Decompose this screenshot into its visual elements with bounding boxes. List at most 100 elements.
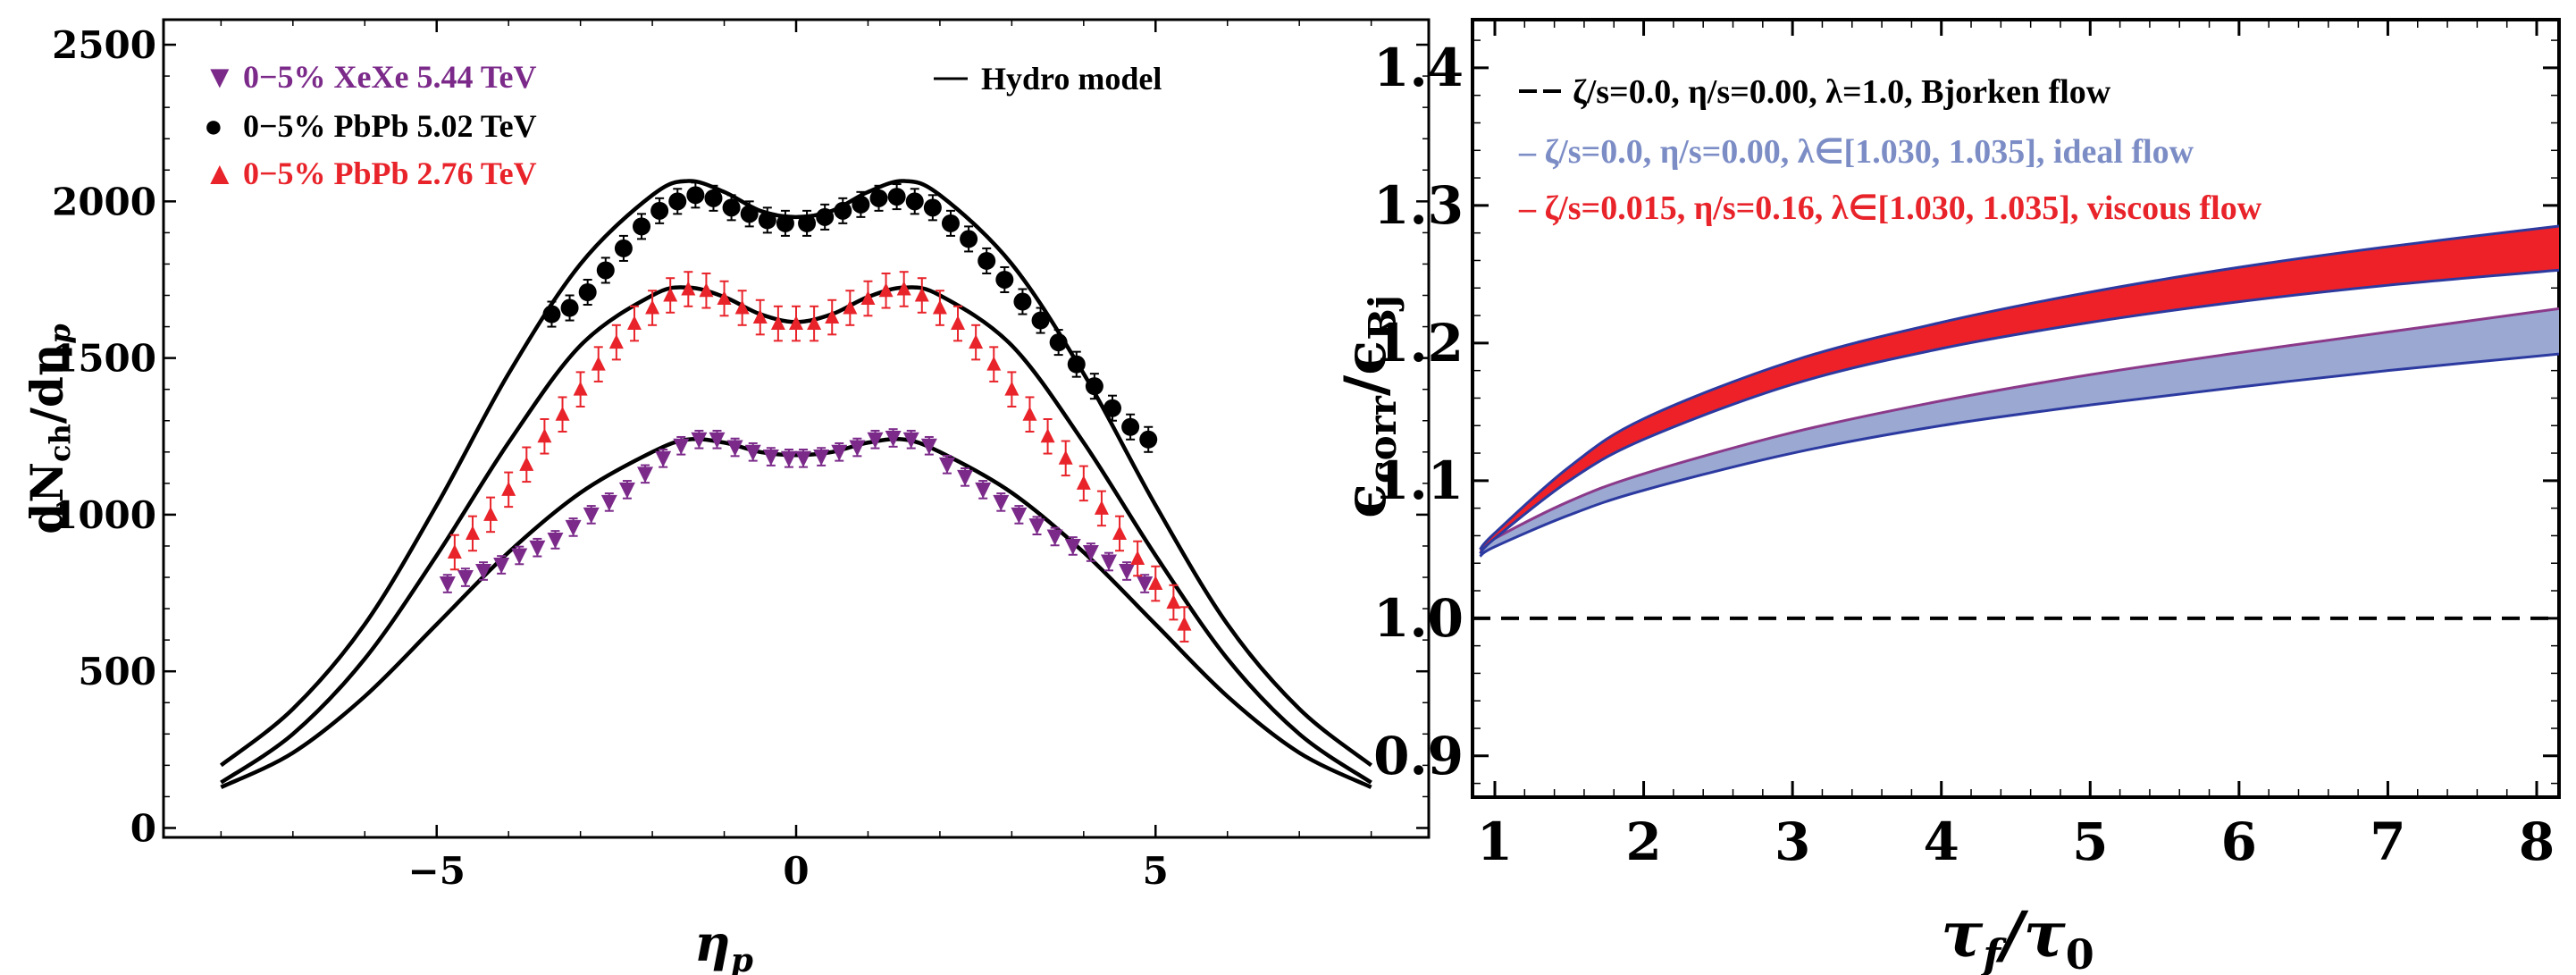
marker-triangle-up <box>519 456 534 471</box>
data-point <box>831 441 848 462</box>
data-point <box>780 448 797 468</box>
data-point <box>762 447 779 466</box>
data-point <box>501 471 516 509</box>
marker-triangle-up <box>969 334 984 349</box>
marker-circle <box>668 192 687 211</box>
marker-triangle-down <box>565 519 582 536</box>
x-tick-label: 8 <box>2519 811 2555 872</box>
data-point <box>1139 425 1158 453</box>
marker-circle <box>905 192 924 211</box>
right-panel: 1 2 3 4 5 6 7 8 0.9 1.0 1.1 1.2 1.3 1.4 ζ/s=0.0, η/s=… <box>1332 18 2561 975</box>
data-point <box>573 371 588 408</box>
x-tick-label: 5 <box>1143 849 1169 893</box>
marker-triangle-down <box>529 540 546 557</box>
marker-triangle-down <box>726 440 743 457</box>
marker-triangle-up <box>573 381 588 396</box>
marker-triangle-down <box>867 432 884 449</box>
data-point <box>1082 542 1099 562</box>
data-point <box>1067 350 1086 378</box>
marker-circle <box>869 189 888 207</box>
marker-triangle-up <box>752 309 768 324</box>
data-point <box>1094 490 1109 527</box>
data-point <box>483 496 499 534</box>
data-point <box>1011 505 1028 525</box>
marker-triangle-down <box>547 532 564 549</box>
data-point <box>596 256 615 284</box>
left-y-axis-label: dNch/dηp <box>21 324 77 534</box>
marker-triangle-up <box>825 309 840 324</box>
marker-triangle-down <box>1100 554 1117 571</box>
data-point <box>673 435 690 456</box>
marker-circle <box>650 201 669 220</box>
hydro-curve-2 <box>220 436 1372 789</box>
ideal-flow-upper-edge <box>1479 307 2559 551</box>
data-point <box>978 247 996 274</box>
marker-triangle-down <box>813 450 830 466</box>
marker-triangle-up <box>717 290 732 306</box>
data-point <box>1028 516 1045 535</box>
marker-triangle-down <box>885 431 902 448</box>
data-point <box>681 271 696 307</box>
marker-triangle-down <box>1028 518 1045 535</box>
viscous-flow-lower-edge <box>1479 268 2559 555</box>
marker-triangle-up <box>1040 428 1055 443</box>
marker-triangle-down <box>920 438 937 455</box>
marker-circle <box>941 214 960 232</box>
data-point <box>1049 329 1068 357</box>
marker-triangle-up <box>878 282 894 298</box>
right-plot-frame <box>1471 18 2561 799</box>
marker-triangle-up <box>1177 616 1192 631</box>
marker-triangle-up <box>537 428 552 443</box>
viscous-flow-upper-edge <box>1479 224 2559 551</box>
marker-triangle-down <box>691 432 708 449</box>
data-point <box>1004 371 1019 408</box>
marker-circle <box>1103 399 1121 417</box>
marker-triangle-down <box>780 450 797 467</box>
marker-circle <box>887 188 906 206</box>
legend-label-pbpb276: 0−5% PbPb 2.76 TeV <box>243 155 537 191</box>
left-axis-ticks: −5 0 5 0 500 1000 1500 2000 2500 <box>52 20 1429 893</box>
y-tick-label: 0.9 <box>1373 726 1464 786</box>
data-point <box>560 294 579 322</box>
data-point <box>1130 540 1145 577</box>
marker-triangle-up <box>734 299 750 315</box>
data-point <box>752 298 768 336</box>
data-point <box>1013 288 1032 315</box>
y-tick-label: 500 <box>78 650 156 693</box>
marker-triangle-down <box>673 438 690 455</box>
marker-circle <box>1013 292 1032 311</box>
marker-triangle-up <box>1130 550 1145 565</box>
data-point <box>1148 565 1163 602</box>
x-tick-label: 0 <box>783 849 809 893</box>
data-point <box>637 464 654 484</box>
marker-circle <box>816 207 835 226</box>
marker-triangle-up <box>1076 475 1091 490</box>
data-point <box>650 197 669 224</box>
y-tick-label: 1500 <box>52 337 156 381</box>
y-tick-label: 0 <box>130 806 156 850</box>
data-point <box>1166 584 1181 621</box>
marker-triangle-down <box>1064 538 1081 555</box>
marker-triangle-down <box>938 457 955 474</box>
marker-triangle-up <box>1148 576 1163 591</box>
data-point <box>834 197 852 224</box>
marker-circle <box>758 211 776 230</box>
data-point <box>1112 515 1128 552</box>
data-point <box>969 324 984 361</box>
data-point <box>608 324 624 361</box>
data-point <box>975 480 992 500</box>
data-point <box>537 417 552 455</box>
data-point <box>1121 413 1140 441</box>
data-point <box>457 567 474 587</box>
marker-triangle-down <box>795 450 812 467</box>
data-point <box>1119 561 1136 581</box>
data-point <box>860 280 876 317</box>
marker-triangle-down <box>849 440 866 457</box>
data-point <box>1177 606 1192 643</box>
data-point <box>1046 526 1063 547</box>
data-point <box>740 200 759 228</box>
right-axis-ticks: 1 2 3 4 5 6 7 8 0.9 1.0 1.1 1.2 1.3 1.4 <box>1373 20 2559 872</box>
x-tick-label: 1 <box>1477 811 1513 872</box>
data-point <box>887 183 906 211</box>
marker-circle <box>596 261 615 280</box>
